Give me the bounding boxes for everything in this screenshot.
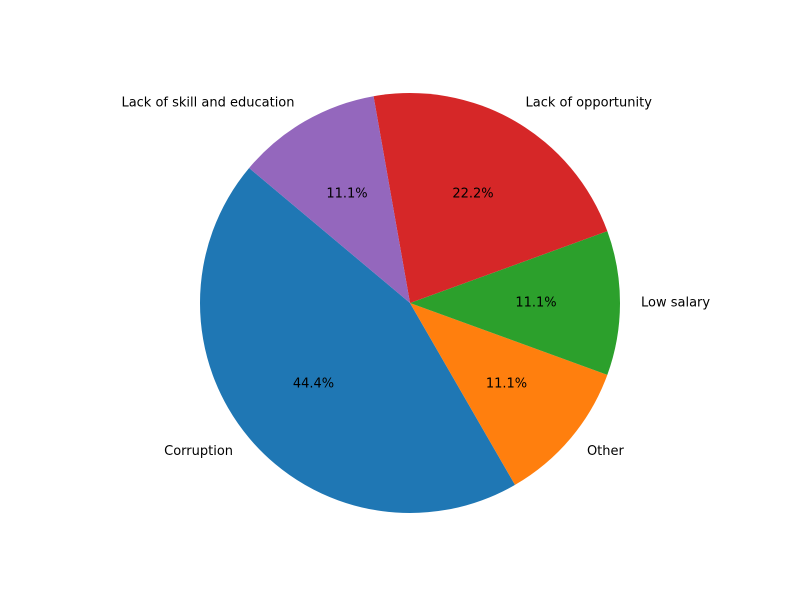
pie-slice-lack-of-skill-and-education [249,96,410,303]
category-label-lack-of-skill-and-education: Lack of skill and education [121,95,294,110]
category-label-low-salary: Low salary [641,296,710,311]
pie-slice-low-salary [410,231,620,375]
percent-label-other: 11.1% [486,376,527,391]
category-label-other: Other [587,444,625,459]
category-label-corruption: Corruption [164,444,233,459]
percent-labels: 44.4% 11.1% 11.1% 22.2% 11.1% [293,186,557,391]
pie-slice-lack-of-opportunity [373,93,608,304]
pie-slice-other [410,303,608,485]
category-label-lack-of-opportunity: Lack of opportunity [526,95,653,110]
category-labels: Corruption Other Low salary Lack of opportu… [121,95,710,459]
percent-label-lack-of-skill-and-education: 11.1% [326,186,367,201]
percent-label-lack-of-opportunity: 22.2% [452,186,493,201]
percent-label-corruption: 44.4% [293,376,334,391]
percent-label-low-salary: 11.1% [515,296,556,311]
pie-slices [200,93,620,514]
pie-slice-corruption [200,168,515,514]
